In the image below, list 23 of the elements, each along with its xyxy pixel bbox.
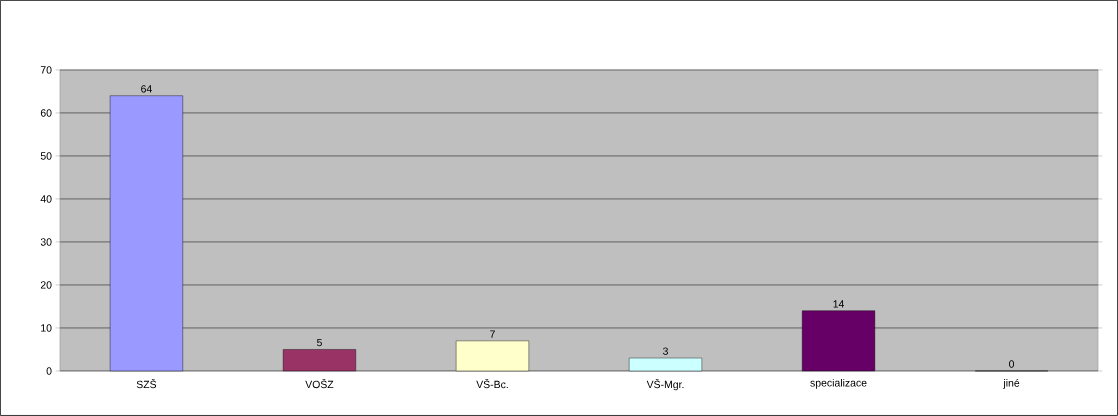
x-tick-label: VŠ-Bc.: [476, 378, 508, 389]
data-label: 64: [141, 85, 152, 93]
y-tick-label: 50: [40, 152, 52, 160]
y-tick-label: 30: [40, 238, 52, 246]
y-tick-label: 10: [41, 324, 52, 332]
bar: [628, 357, 703, 372]
y-tick-label: 70: [40, 66, 52, 74]
y-tick-label: 40: [40, 195, 52, 203]
data-label: 3: [662, 347, 668, 355]
y-tick-label: 0: [46, 367, 52, 375]
x-tick-label: jiné: [1003, 378, 1020, 389]
x-tick-label: VŠ-Mgr.: [646, 378, 684, 391]
x-tick-label: VOŠZ: [305, 378, 334, 389]
data-label: 0: [1009, 360, 1015, 368]
bar: [282, 349, 356, 372]
data-label: 7: [490, 330, 495, 338]
bar: [455, 340, 530, 372]
y-tick-label: 20: [40, 281, 52, 289]
y-tick-label: 60: [40, 109, 52, 117]
data-label: 14: [833, 300, 845, 308]
data-label: 5: [316, 339, 322, 347]
x-tick-label: specializace: [810, 378, 867, 389]
x-tick-label: SZŠ: [136, 378, 157, 389]
